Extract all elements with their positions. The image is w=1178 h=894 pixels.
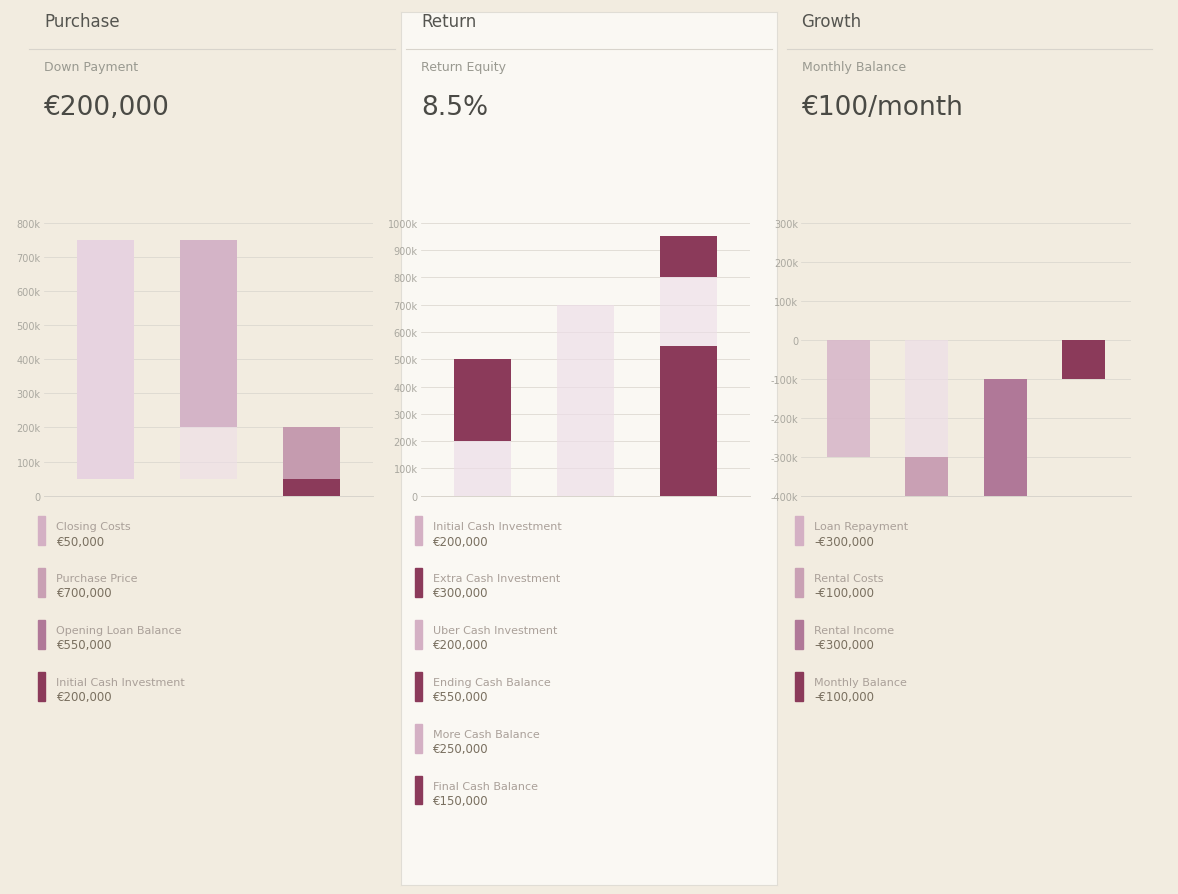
Text: €300,000: €300,000	[434, 586, 489, 600]
Bar	[180, 240, 237, 479]
Text: €200,000: €200,000	[434, 535, 489, 548]
Text: €250,000: €250,000	[434, 742, 489, 755]
Bar	[827, 341, 869, 457]
Text: Initial Cash Investment: Initial Cash Investment	[434, 521, 562, 531]
Text: Monthly Balance: Monthly Balance	[814, 677, 907, 687]
Bar	[454, 359, 511, 442]
Text: Return: Return	[421, 13, 476, 31]
Text: Uber Cash Investment: Uber Cash Investment	[434, 625, 558, 635]
Bar	[38, 620, 45, 649]
Text: More Cash Balance: More Cash Balance	[434, 729, 541, 738]
Bar	[77, 240, 134, 479]
Text: -€100,000: -€100,000	[814, 690, 874, 704]
Text: Loan Repayment: Loan Repayment	[814, 521, 908, 531]
Bar	[415, 620, 422, 649]
Bar	[557, 306, 614, 496]
Text: €150,000: €150,000	[434, 794, 489, 807]
Bar	[283, 428, 340, 496]
Bar	[984, 379, 1027, 496]
Text: €100/month: €100/month	[801, 95, 964, 121]
Bar	[1063, 341, 1105, 379]
Bar	[77, 240, 134, 479]
Bar	[415, 517, 422, 545]
Text: Rental Income: Rental Income	[814, 625, 894, 635]
Bar	[283, 428, 340, 479]
Text: Purchase Price: Purchase Price	[57, 573, 138, 583]
Bar	[1063, 341, 1105, 379]
Bar	[180, 240, 237, 428]
Text: Opening Loan Balance: Opening Loan Balance	[57, 625, 181, 635]
Text: Down Payment: Down Payment	[44, 61, 138, 73]
Text: €700,000: €700,000	[57, 586, 112, 600]
Text: €200,000: €200,000	[434, 638, 489, 652]
Text: -€300,000: -€300,000	[814, 535, 874, 548]
Bar	[38, 672, 45, 701]
Text: €50,000: €50,000	[57, 535, 105, 548]
Text: €550,000: €550,000	[434, 690, 489, 704]
Bar	[38, 517, 45, 545]
Text: Extra Cash Investment: Extra Cash Investment	[434, 573, 561, 583]
Bar	[660, 237, 717, 278]
Bar	[454, 442, 511, 496]
Bar	[905, 457, 948, 496]
Text: Growth: Growth	[801, 13, 861, 31]
Bar	[795, 517, 802, 545]
Bar	[795, 569, 802, 597]
Bar	[660, 237, 717, 496]
Bar	[905, 379, 948, 457]
Bar	[984, 379, 1027, 496]
Text: -€100,000: -€100,000	[814, 586, 874, 600]
Text: Return Equity: Return Equity	[421, 61, 507, 73]
Text: Final Cash Balance: Final Cash Balance	[434, 780, 538, 790]
Bar	[415, 672, 422, 701]
Text: Initial Cash Investment: Initial Cash Investment	[57, 677, 185, 687]
Text: Closing Costs: Closing Costs	[57, 521, 131, 531]
Bar	[38, 569, 45, 597]
Text: €200,000: €200,000	[57, 690, 112, 704]
Text: Ending Cash Balance: Ending Cash Balance	[434, 677, 551, 687]
Text: €550,000: €550,000	[57, 638, 112, 652]
Text: 8.5%: 8.5%	[421, 95, 488, 121]
Text: €200,000: €200,000	[44, 95, 170, 121]
Text: Purchase: Purchase	[44, 13, 120, 31]
Bar	[415, 724, 422, 753]
Bar	[795, 620, 802, 649]
Text: Rental Costs: Rental Costs	[814, 573, 884, 583]
Bar	[795, 672, 802, 701]
Bar	[905, 341, 948, 496]
Text: -€300,000: -€300,000	[814, 638, 874, 652]
Text: Monthly Balance: Monthly Balance	[801, 61, 906, 73]
Bar	[660, 346, 717, 496]
Bar	[415, 776, 422, 805]
Bar	[415, 569, 422, 597]
